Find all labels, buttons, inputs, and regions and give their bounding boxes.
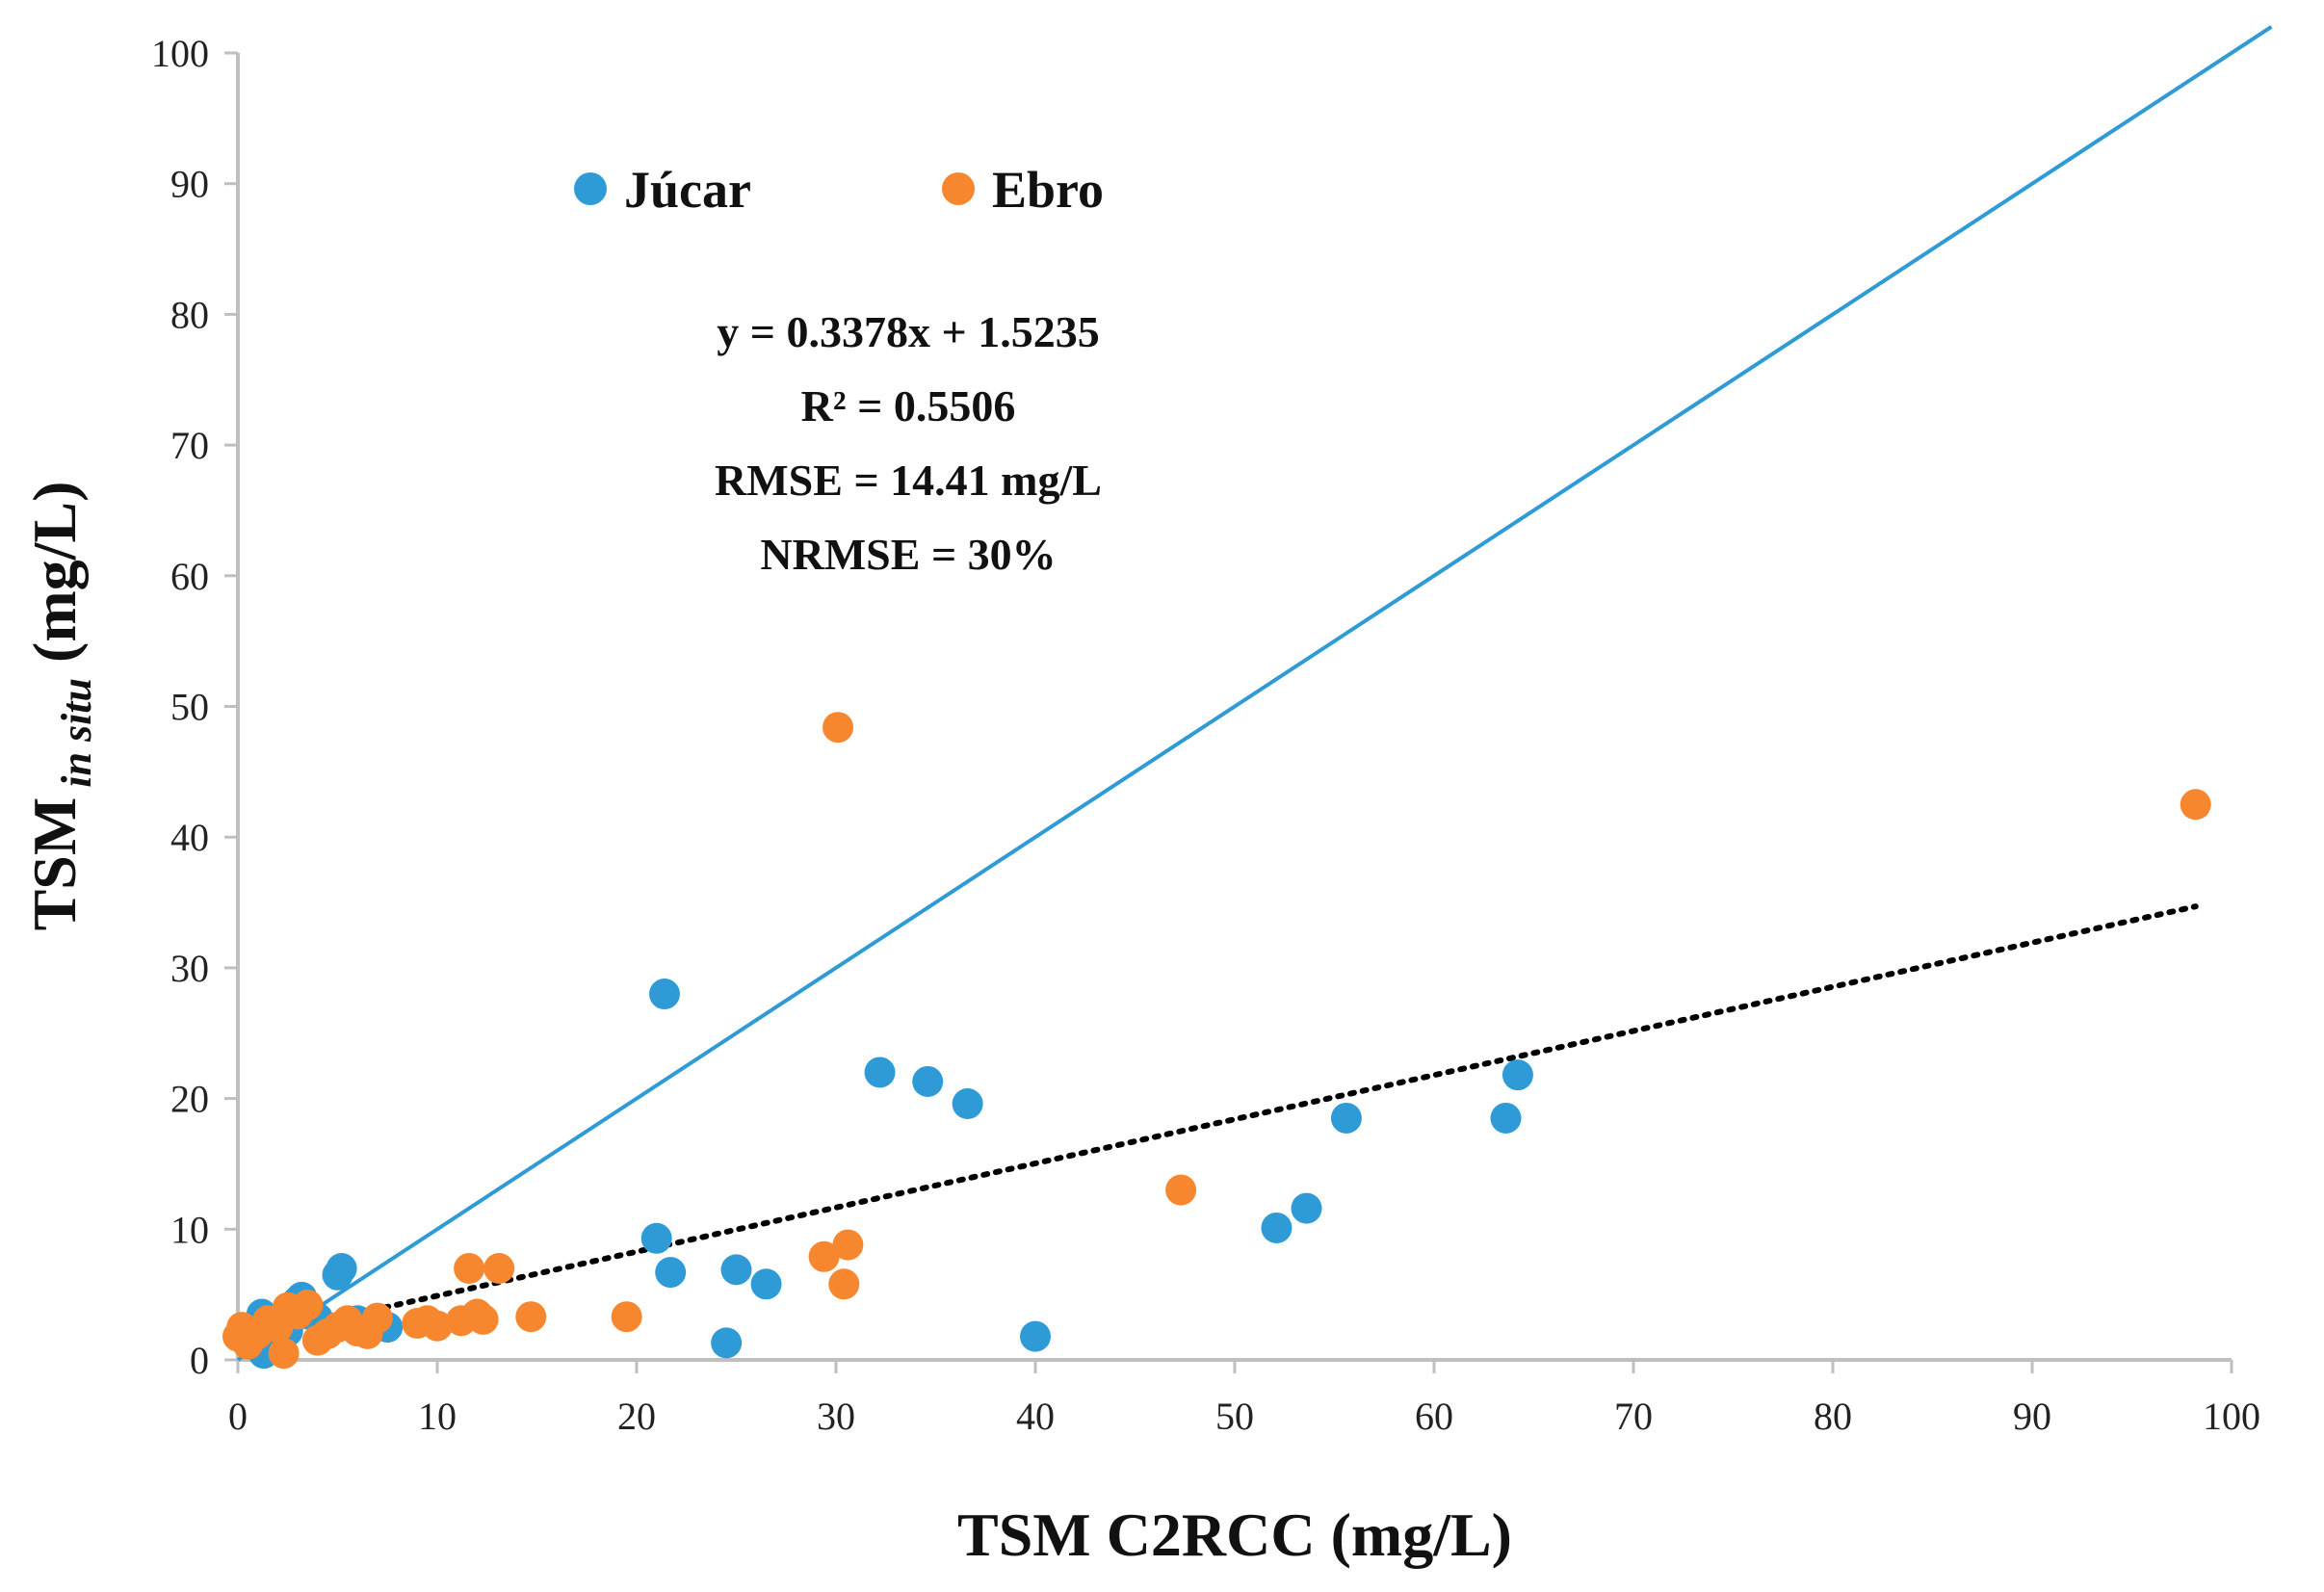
y-tick-label: 10 [170, 1208, 209, 1251]
data-point-ebro [832, 1229, 864, 1261]
y-tick-label: 40 [170, 816, 209, 859]
data-point-jucar [711, 1327, 743, 1359]
y-tick-label: 0 [190, 1339, 209, 1382]
data-point-ebro [361, 1302, 393, 1334]
y-tick-label: 50 [170, 686, 209, 729]
one-to-one-line [236, 25, 2273, 1362]
x-axis-title: TSM C2RCC (mg/L) [957, 1501, 1512, 1569]
x-tick-label: 0 [228, 1395, 248, 1438]
nrmse: NRMSE = 30% [760, 530, 1056, 579]
data-point-ebro [611, 1301, 642, 1333]
data-point-jucar [952, 1088, 983, 1120]
x-tick-label: 100 [2203, 1395, 2260, 1438]
legend-label-ebro: Ebro [992, 161, 1104, 219]
y-axis-title-main: TSM [20, 797, 89, 931]
y-tick-label: 80 [170, 293, 209, 336]
y-tick-label: 20 [170, 1078, 209, 1121]
data-point-ebro [515, 1301, 547, 1333]
data-point-jucar [1020, 1320, 1051, 1352]
data-point-jucar [640, 1222, 672, 1254]
data-point-jucar [1490, 1102, 1522, 1134]
data-point-jucar [750, 1268, 782, 1300]
data-point-jucar [648, 979, 680, 1010]
data-points [222, 712, 2211, 1370]
y-tick-label: 60 [170, 555, 209, 598]
trendline [235, 903, 2199, 1344]
x-tick-label: 40 [1016, 1395, 1055, 1438]
data-point-jucar [326, 1253, 357, 1285]
y-tick-label: 90 [170, 163, 209, 206]
data-point-ebro [483, 1253, 515, 1285]
data-point-jucar [720, 1254, 752, 1286]
data-point-jucar [1330, 1102, 1362, 1134]
data-point-jucar [1261, 1212, 1293, 1243]
data-point-ebro [454, 1253, 485, 1285]
data-point-ebro [823, 712, 854, 744]
data-point-ebro [292, 1290, 324, 1321]
data-point-ebro [2180, 789, 2211, 821]
x-tick-label: 60 [1415, 1395, 1453, 1438]
legend-marker-ebro [942, 172, 975, 205]
y-axis-ticks: 0 10 20 30 40 50 60 70 80 90 100 [151, 32, 238, 1382]
x-tick-label: 50 [1215, 1395, 1254, 1438]
data-point-jucar [912, 1065, 944, 1097]
r-squared: R² = 0.5506 [801, 381, 1016, 431]
x-tick-label: 80 [1814, 1395, 1852, 1438]
x-tick-label: 10 [418, 1395, 457, 1438]
x-tick-label: 70 [1614, 1395, 1653, 1438]
y-tick-label: 70 [170, 424, 209, 467]
data-point-ebro [268, 1338, 300, 1370]
y-axis-title-unit: (mg/L) [20, 482, 89, 663]
regression-equation: y = 0.3378x + 1.5235 [717, 307, 1099, 356]
rmse: RMSE = 14.41 mg/L [715, 456, 1102, 505]
y-tick-label: 30 [170, 947, 209, 990]
y-tick-label: 100 [151, 32, 209, 75]
data-point-ebro [422, 1310, 453, 1342]
y-axis-title-subscript: in situ [53, 678, 100, 788]
regression-stats: y = 0.3378x + 1.5235 R² = 0.5506 RMSE = … [715, 307, 1102, 579]
x-axis-ticks: 0 10 20 30 40 50 60 70 80 90 100 [228, 1360, 2260, 1438]
data-point-ebro [828, 1268, 860, 1300]
data-point-jucar [864, 1057, 896, 1088]
x-tick-label: 30 [817, 1395, 855, 1438]
data-point-ebro [1165, 1174, 1197, 1206]
data-point-jucar [655, 1257, 687, 1289]
y-axis-title: TSM in situ (mg/L) [20, 482, 100, 931]
data-point-ebro [467, 1303, 499, 1335]
legend: Júcar Ebro [574, 161, 1104, 219]
data-point-jucar [1501, 1059, 1533, 1091]
data-point-jucar [1291, 1192, 1322, 1224]
x-tick-label: 90 [2013, 1395, 2051, 1438]
x-tick-label: 20 [617, 1395, 656, 1438]
legend-marker-jucar [574, 172, 607, 205]
data-point-ebro [808, 1240, 840, 1272]
legend-label-jucar: Júcar [624, 161, 751, 219]
